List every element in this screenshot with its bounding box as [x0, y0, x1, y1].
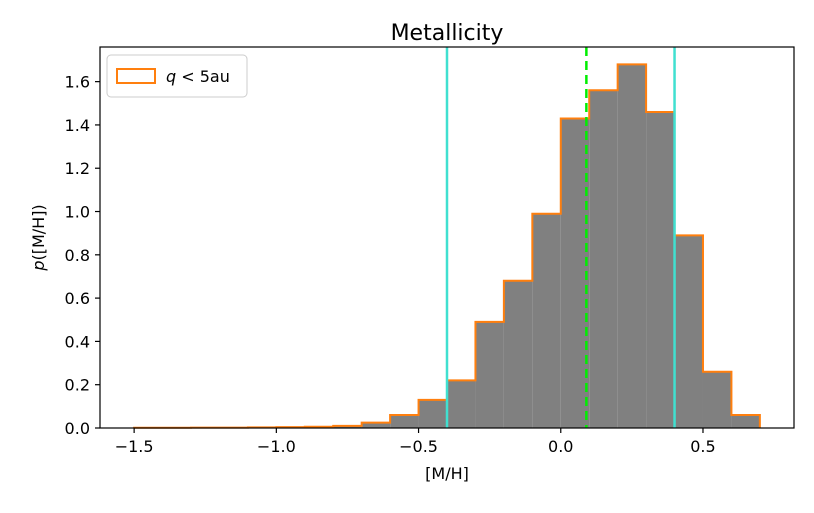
legend-box — [106, 54, 248, 98]
x-axis-label: [M/H] — [425, 464, 469, 483]
x-tick-label: −0.5 — [399, 437, 438, 456]
histogram-bar — [731, 415, 760, 428]
y-tick-label: 1.6 — [65, 73, 90, 92]
y-tick-label: 0.2 — [65, 376, 90, 395]
axes-frame — [99, 46, 795, 429]
x-axis-ticks: −1.5 −1.0 −0.5 0.0 0.5 — [115, 428, 716, 456]
y-tick-label: 1.2 — [65, 159, 90, 178]
x-tick-label: −1.0 — [257, 437, 296, 456]
y-tick-label: 0.0 — [65, 419, 90, 438]
histogram-bar — [532, 213, 561, 428]
histogram-bar — [617, 64, 647, 429]
histogram-bar — [503, 280, 533, 428]
y-axis-ticks: 0.0 0.2 0.4 0.6 0.8 1.0 1.2 1.4 1.6 — [65, 73, 100, 438]
histogram-outline — [133, 63, 761, 429]
histogram-bar — [361, 422, 391, 428]
y-tick-label: 1.0 — [65, 203, 90, 222]
y-tick-label: 0.8 — [65, 246, 90, 265]
x-tick-label: −1.5 — [115, 437, 154, 456]
histogram-bar — [674, 235, 703, 428]
histogram-bar — [560, 118, 590, 428]
histogram-bar — [333, 425, 362, 428]
reference-lines — [445, 47, 676, 428]
histogram-bars — [133, 63, 761, 429]
histogram-bar — [390, 415, 419, 428]
histogram-bar — [447, 380, 476, 428]
y-axis-label: p([M/H]) — [29, 204, 48, 271]
histogram-bar — [702, 371, 732, 428]
y-tick-label: 0.6 — [65, 289, 90, 308]
y-tick-label: 1.4 — [65, 116, 90, 135]
histogram-bar — [646, 111, 675, 429]
y-tick-label: 0.4 — [65, 332, 90, 351]
histogram-bar — [418, 399, 447, 428]
x-tick-label: 0.5 — [690, 437, 715, 456]
chart-title: Metallicity — [391, 21, 504, 46]
legend-swatch — [116, 68, 156, 84]
x-tick-label: 0.0 — [548, 437, 573, 456]
histogram-bar — [589, 90, 618, 428]
legend-label: q < 5au — [166, 67, 230, 86]
histogram-bar — [475, 321, 504, 428]
legend: q < 5au — [106, 54, 248, 98]
plot-frame — [99, 46, 795, 429]
